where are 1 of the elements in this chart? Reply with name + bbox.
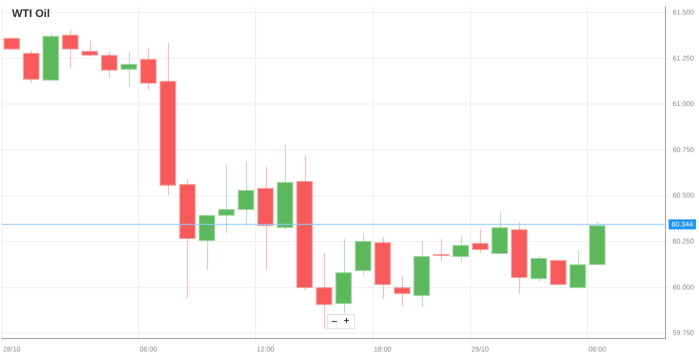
chart-title: WTI Oil (12, 8, 50, 20)
